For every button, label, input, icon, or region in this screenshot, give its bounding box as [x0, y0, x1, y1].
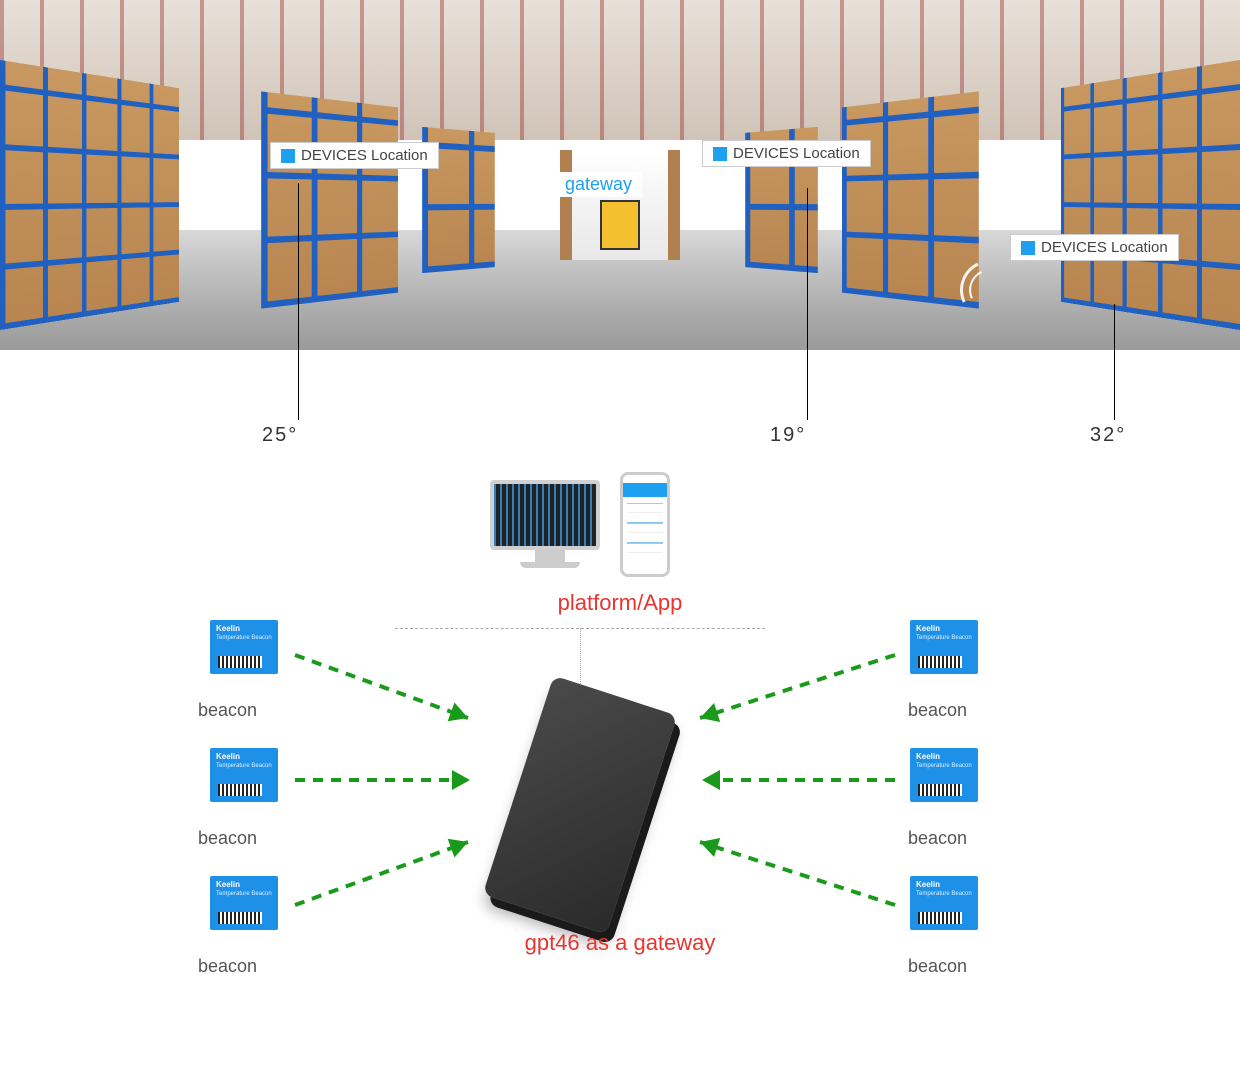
sensor-leader-line: [807, 188, 808, 420]
beacon-brand: Keelin: [916, 880, 940, 889]
gateway-label: gpt46 as a gateway: [525, 930, 716, 956]
sensor-leader-line: [298, 183, 299, 420]
beacon-brand: Keelin: [216, 880, 240, 889]
beacon-model: Temperature Beacon: [916, 763, 972, 769]
phone-icon: [620, 472, 670, 577]
beacon-model: Temperature Beacon: [216, 763, 272, 769]
beacon-label: beacon: [908, 828, 967, 849]
device-location-tag: DEVICES Location: [702, 140, 871, 167]
beacon-device-icon: Keelin Temperature Beacon: [210, 620, 278, 674]
beacon-label: beacon: [908, 700, 967, 721]
sensor-leader-line: [1114, 304, 1115, 420]
beacon-model: Temperature Beacon: [916, 891, 972, 897]
monitor-icon: [490, 480, 610, 580]
beacon-model: Temperature Beacon: [916, 635, 972, 641]
beacon-device-icon: Keelin Temperature Beacon: [210, 876, 278, 930]
temperature-value: 19°: [770, 424, 806, 447]
beacon-device-icon: Keelin Temperature Beacon: [910, 876, 978, 930]
beacon-label: beacon: [198, 700, 257, 721]
beacon-device-icon: Keelin Temperature Beacon: [910, 620, 978, 674]
beacon-brand: Keelin: [216, 752, 240, 761]
temperature-value: 32°: [1090, 424, 1126, 447]
topology-diagram: platform/App gpt46 as a gateway Keelin Te…: [0, 480, 1240, 1060]
sensor-square-icon: [1021, 241, 1035, 255]
device-location-tag: DEVICES Location: [1010, 234, 1179, 261]
forklift-icon: [600, 200, 640, 250]
beacon-device-icon: Keelin Temperature Beacon: [910, 748, 978, 802]
platform-label: platform/App: [558, 590, 683, 616]
device-location-text: DEVICES Location: [301, 147, 428, 164]
uplink-line: [580, 628, 581, 688]
beacon-brand: Keelin: [916, 752, 940, 761]
beacon-device-icon: Keelin Temperature Beacon: [210, 748, 278, 802]
beacon-label: beacon: [908, 956, 967, 977]
beacon-brand: Keelin: [216, 624, 240, 633]
beacon-label: beacon: [198, 828, 257, 849]
gateway-tag: gateway: [555, 172, 642, 197]
beacon-model: Temperature Beacon: [216, 635, 272, 641]
device-location-text: DEVICES Location: [1041, 239, 1168, 256]
beacon-label: beacon: [198, 956, 257, 977]
warehouse-scene: gateway: [0, 0, 1240, 350]
sensor-square-icon: [713, 147, 727, 161]
temperature-value: 25°: [262, 424, 298, 447]
device-location-tag: DEVICES Location: [270, 142, 439, 169]
beacon-brand: Keelin: [916, 624, 940, 633]
device-location-text: DEVICES Location: [733, 145, 860, 162]
sensor-square-icon: [281, 149, 295, 163]
gateway-device-icon: [483, 676, 678, 935]
beacon-model: Temperature Beacon: [216, 891, 272, 897]
